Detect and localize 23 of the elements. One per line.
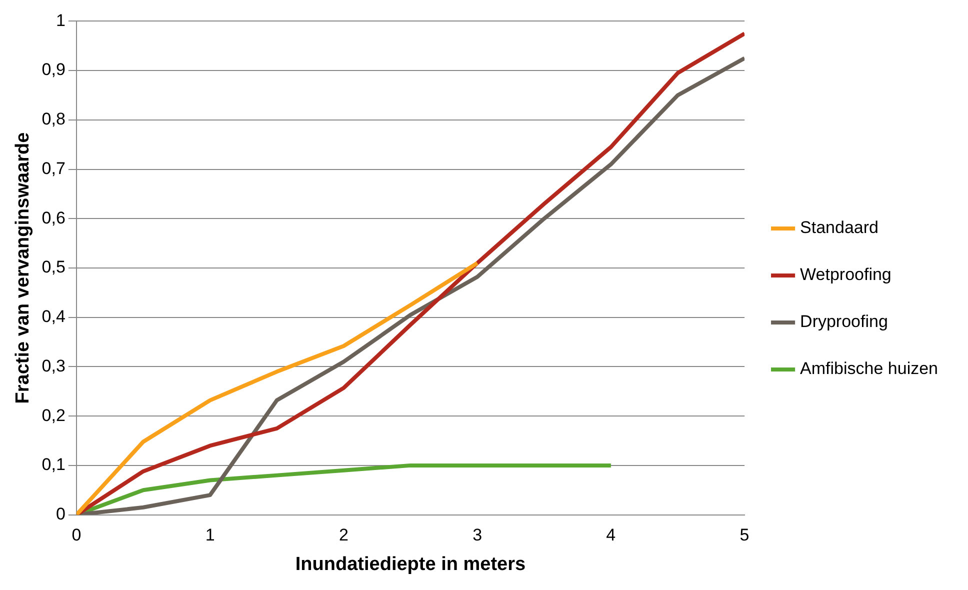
y-tick-label: 0,5 — [42, 258, 66, 277]
y-tick-label: 0 — [56, 504, 66, 524]
y-tick-label: 0,7 — [42, 158, 66, 178]
x-axis-title: Inundatiediepte in meters — [295, 554, 526, 575]
y-tick-label: 0,9 — [42, 60, 66, 80]
x-tick-label: 0 — [72, 526, 82, 545]
y-tick-label: 0,3 — [42, 356, 66, 376]
y-tick-label: 0,6 — [42, 208, 66, 228]
y-tick-label: 1 — [56, 10, 66, 30]
y-tick-label: 0,2 — [42, 406, 66, 425]
legend-label: Wetproofing — [800, 265, 892, 284]
x-tick-label: 2 — [338, 526, 348, 545]
x-tick-label: 1 — [205, 526, 215, 545]
x-tick-label: 3 — [472, 526, 482, 545]
x-tick-label: 5 — [740, 526, 750, 545]
legend-label: Amfibische huizen — [800, 359, 938, 378]
y-axis-title: Fractie van vervanginswaarde — [12, 132, 34, 404]
y-tick-label: 0,8 — [42, 110, 66, 129]
y-tick-label: 0,4 — [42, 307, 66, 326]
y-tick-label: 0,1 — [42, 455, 66, 474]
x-tick-label: 4 — [606, 526, 616, 545]
legend-label: Dryproofing — [800, 312, 888, 332]
legend-label: Standaard — [800, 218, 878, 238]
